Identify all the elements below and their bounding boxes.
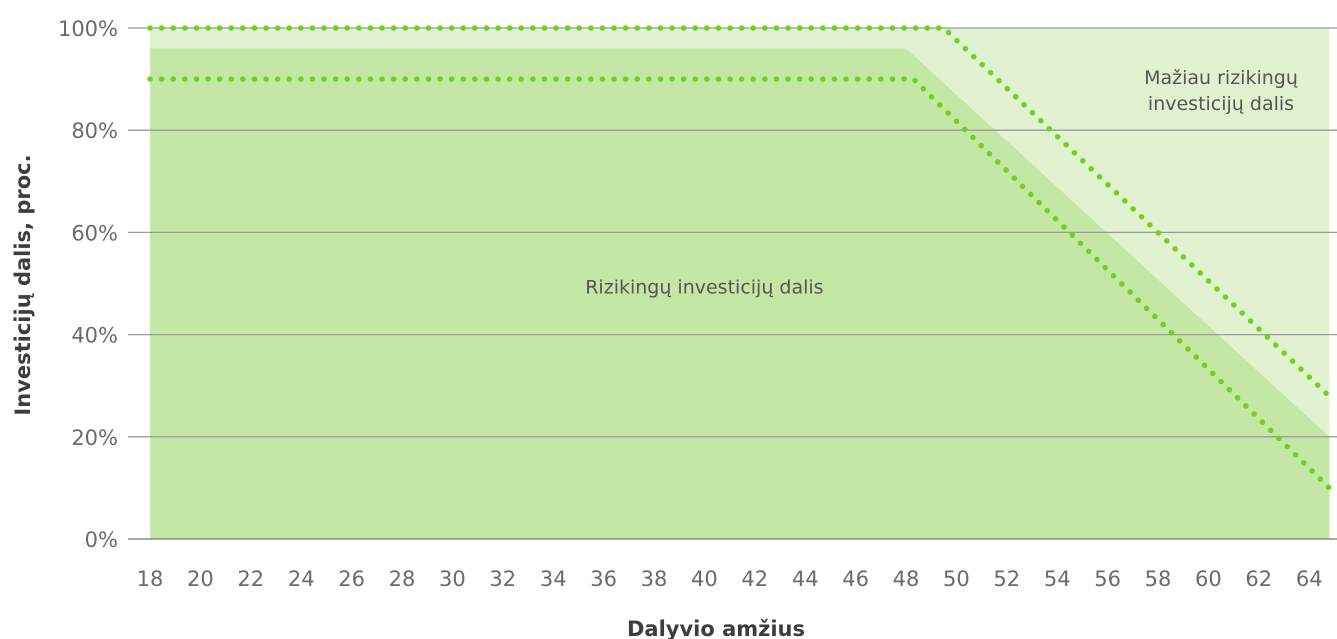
x-tick-label: 58 (1145, 567, 1172, 591)
y-axis-title: Investicijų dalis, proc. (11, 154, 35, 415)
dotted-line-2 (147, 76, 1337, 496)
x-tick-label: 22 (237, 567, 264, 591)
x-tick-label: 26 (338, 567, 365, 591)
y-tick-label: 80% (71, 119, 118, 143)
x-tick-label: 30 (439, 567, 466, 591)
x-tick-label: 62 (1245, 567, 1272, 591)
x-axis-title: Dalyvio amžius (627, 617, 805, 639)
x-tick-label: 32 (489, 567, 516, 591)
x-tick-label: 64 (1296, 567, 1323, 591)
y-tick-label: 0% (85, 528, 118, 552)
y-tick-labels: 0% 20% 40% 60% 80% 100% (58, 17, 118, 552)
dotted-line-1 (147, 25, 1337, 404)
region-label-less-risky: Mažiau rizikingų investicijų dalis (1144, 67, 1298, 115)
dotted-lines (147, 25, 1337, 496)
x-tick-label: 48 (893, 567, 920, 591)
x-tick-label: 52 (993, 567, 1020, 591)
x-tick-label: 28 (389, 567, 416, 591)
area-2 (150, 48, 1330, 539)
x-tick-labels: 18 20 22 24 26 28 30 32 34 36 38 40 42 44 46 48 50 52 54 56… (137, 567, 1323, 591)
y-tick-label: 60% (71, 221, 118, 245)
region-label-line: Mažiau rizikingų (1144, 67, 1298, 89)
x-tick-label: 50 (943, 567, 970, 591)
x-tick-label: 54 (1044, 567, 1071, 591)
x-tick-label: 40 (691, 567, 718, 591)
x-tick-label: 18 (137, 567, 164, 591)
x-tick-label: 42 (741, 567, 768, 591)
x-tick-label: 34 (540, 567, 567, 591)
y-tick-label: 40% (71, 324, 118, 348)
y-tick-label: 20% (71, 426, 118, 450)
y-tick-label: 100% (58, 17, 118, 41)
x-tick-label: 38 (641, 567, 668, 591)
x-tick-label: 36 (590, 567, 617, 591)
annotations: Rizikingų investicijų dalis Mažiau riziki… (585, 67, 1298, 299)
x-tick-label: 20 (187, 567, 214, 591)
x-tick-label: 46 (842, 567, 869, 591)
x-tick-label: 44 (792, 567, 819, 591)
x-tick-label: 56 (1094, 567, 1121, 591)
region-label-risky: Rizikingų investicijų dalis (585, 277, 823, 299)
x-tick-label: 60 (1195, 567, 1222, 591)
area-layer (150, 28, 1330, 539)
region-label-line: investicijų dalis (1148, 93, 1294, 115)
x-tick-label: 24 (288, 567, 315, 591)
